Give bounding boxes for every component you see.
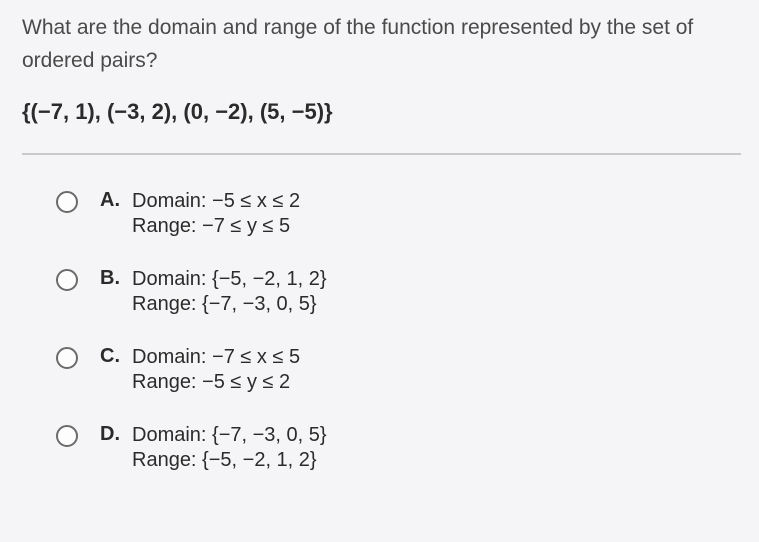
choice-text: Domain: −5 ≤ x ≤ 2 Range: −7 ≤ y ≤ 5 <box>132 189 300 239</box>
choice-line-2: Range: −7 ≤ y ≤ 5 <box>132 214 300 239</box>
choice-letter: C. <box>100 345 122 368</box>
choice-line-2: Range: −5 ≤ y ≤ 2 <box>132 370 300 395</box>
choice-body: B. Domain: {−5, −2, 1, 2} Range: {−7, −3… <box>100 267 327 317</box>
choice-d[interactable]: D. Domain: {−7, −3, 0, 5} Range: {−5, −2… <box>56 423 741 473</box>
choice-c[interactable]: C. Domain: −7 ≤ x ≤ 5 Range: −5 ≤ y ≤ 2 <box>56 345 741 395</box>
question-line-1: What are the domain and range of the fun… <box>22 12 741 45</box>
section-divider <box>22 153 741 155</box>
radio-icon[interactable] <box>56 191 78 213</box>
choice-body: D. Domain: {−7, −3, 0, 5} Range: {−5, −2… <box>100 423 327 473</box>
choice-line-1: Domain: −7 ≤ x ≤ 5 <box>132 346 300 368</box>
choice-line-1: Domain: {−7, −3, 0, 5} <box>132 424 327 446</box>
radio-icon[interactable] <box>56 269 78 291</box>
question-line-2: ordered pairs? <box>22 45 741 78</box>
choice-line-1: Domain: {−5, −2, 1, 2} <box>132 268 327 290</box>
radio-icon[interactable] <box>56 347 78 369</box>
choice-text: Domain: {−5, −2, 1, 2} Range: {−7, −3, 0… <box>132 267 327 317</box>
choice-line-2: Range: {−5, −2, 1, 2} <box>132 448 327 473</box>
answer-choices: A. Domain: −5 ≤ x ≤ 2 Range: −7 ≤ y ≤ 5 … <box>22 189 741 473</box>
choice-line-2: Range: {−7, −3, 0, 5} <box>132 292 327 317</box>
choice-b[interactable]: B. Domain: {−5, −2, 1, 2} Range: {−7, −3… <box>56 267 741 317</box>
choice-line-1: Domain: −5 ≤ x ≤ 2 <box>132 190 300 212</box>
choice-letter: B. <box>100 267 122 290</box>
choice-body: A. Domain: −5 ≤ x ≤ 2 Range: −7 ≤ y ≤ 5 <box>100 189 300 239</box>
question-stem: What are the domain and range of the fun… <box>22 12 741 77</box>
choice-text: Domain: {−7, −3, 0, 5} Range: {−5, −2, 1… <box>132 423 327 473</box>
question-page: What are the domain and range of the fun… <box>0 0 759 519</box>
ordered-pairs-expression: {(−7, 1), (−3, 2), (0, −2), (5, −5)} <box>22 99 741 125</box>
choice-a[interactable]: A. Domain: −5 ≤ x ≤ 2 Range: −7 ≤ y ≤ 5 <box>56 189 741 239</box>
choice-body: C. Domain: −7 ≤ x ≤ 5 Range: −5 ≤ y ≤ 2 <box>100 345 300 395</box>
choice-text: Domain: −7 ≤ x ≤ 5 Range: −5 ≤ y ≤ 2 <box>132 345 300 395</box>
choice-letter: A. <box>100 189 122 212</box>
choice-letter: D. <box>100 423 122 446</box>
radio-icon[interactable] <box>56 425 78 447</box>
